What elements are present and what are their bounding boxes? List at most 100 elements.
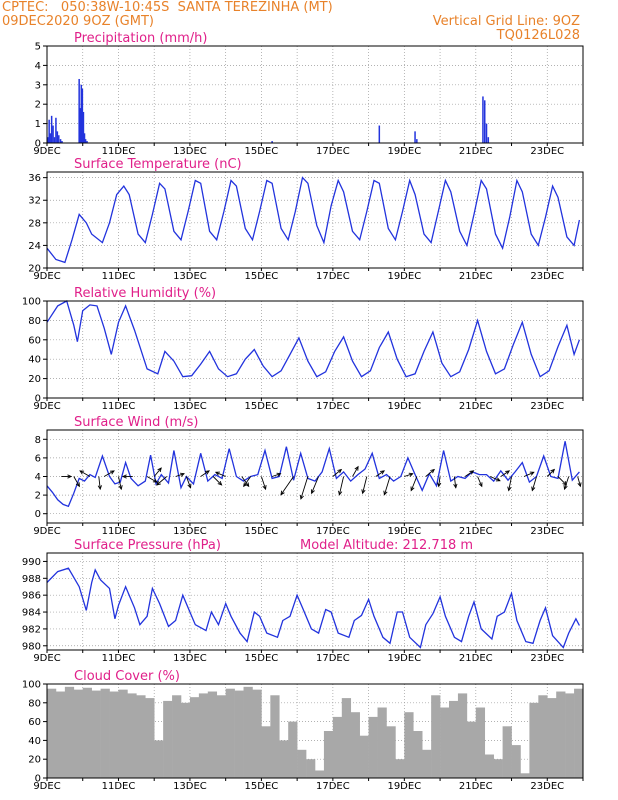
wind-vector-head xyxy=(205,470,210,475)
wind-vector xyxy=(311,476,319,494)
precip-bar xyxy=(416,139,418,143)
cloud-bar xyxy=(216,695,226,778)
precip-bar xyxy=(483,100,486,143)
rh-line xyxy=(46,300,581,378)
wind-vector xyxy=(271,473,281,477)
wind-vector-head xyxy=(280,490,285,496)
precip-bar xyxy=(86,141,88,143)
temp-xtick-label: 21DEC xyxy=(459,271,493,282)
cloud-bar xyxy=(315,770,325,778)
run-date: 09DEC2020 9OZ (GMT) xyxy=(2,14,154,29)
wind-vector-head xyxy=(338,490,343,496)
precip-bar xyxy=(485,123,488,143)
precip-bar xyxy=(487,137,490,143)
cloud-bar xyxy=(279,740,289,778)
wind-ytick-label: 8 xyxy=(35,435,41,446)
cloud-bar xyxy=(466,721,477,778)
wind-vector-head xyxy=(262,485,267,491)
rh-title: Relative Humidity (%) xyxy=(74,286,216,301)
precip-bar xyxy=(48,119,50,143)
wind-vector xyxy=(332,469,342,477)
cloud-bar xyxy=(502,726,512,778)
wind-vector xyxy=(577,476,581,487)
cloud-bar xyxy=(118,689,128,778)
wind-vector-head xyxy=(478,482,483,488)
cloud-bar xyxy=(323,731,334,778)
wind-vector xyxy=(477,476,483,487)
cloud-xtick-label: 17DEC xyxy=(316,781,350,792)
wind-vector xyxy=(375,470,385,477)
rh-xtick-label: 9DEC xyxy=(33,401,60,412)
precip-ytick-label: 4 xyxy=(35,61,41,72)
wind-vector xyxy=(241,476,250,487)
wind-vector xyxy=(523,471,535,477)
wind-vector-head xyxy=(214,471,220,476)
pres-xtick-label: 17DEC xyxy=(316,653,350,664)
wind-xtick-label: 9DEC xyxy=(33,526,60,537)
precip-xtick-label: 19DEC xyxy=(387,146,421,157)
precip-bar xyxy=(81,88,84,143)
cloud-bar xyxy=(565,693,575,778)
cloud-bar xyxy=(73,689,84,778)
precip-ytick-label: 0 xyxy=(35,139,41,150)
cloud-bar xyxy=(136,695,146,778)
wind-vector-head xyxy=(354,465,359,471)
precip-bar xyxy=(58,135,60,143)
wind-vector-head xyxy=(97,485,102,491)
wind-vector xyxy=(280,476,294,495)
precip-bar xyxy=(47,137,49,143)
cloud-bar xyxy=(64,686,75,778)
cloud-bar xyxy=(181,702,191,778)
precip-bar xyxy=(61,141,63,143)
wind-vector-head xyxy=(310,489,315,495)
pres-xtick-label: 23DEC xyxy=(530,653,564,664)
wind-vector xyxy=(404,473,413,477)
temp-xtick-label: 23DEC xyxy=(530,271,564,282)
rh-ytick-label: 0 xyxy=(35,394,41,405)
precip-bar xyxy=(82,111,85,143)
wind-vector-head xyxy=(276,472,282,477)
precip-xtick-label: 11DEC xyxy=(102,146,136,157)
precip-bar xyxy=(49,133,51,143)
rh-xtick-label: 17DEC xyxy=(316,401,350,412)
wind-vector-head xyxy=(577,482,582,488)
wind-vector xyxy=(410,476,418,491)
precip-bar xyxy=(83,133,86,143)
cloud-ytick-label: 100 xyxy=(22,680,41,691)
wind-vector-head xyxy=(180,472,185,477)
cloud-bar xyxy=(511,745,521,778)
wind-line xyxy=(46,441,580,508)
precip-ytick-label: 5 xyxy=(35,42,41,53)
cloud-ytick-label: 40 xyxy=(28,736,41,747)
wind-vector-head xyxy=(550,468,556,474)
cloud-bar xyxy=(359,735,369,778)
precip-bar xyxy=(414,131,416,143)
precip-bar xyxy=(482,96,484,143)
rh-xtick-label: 23DEC xyxy=(530,401,564,412)
wind-vector xyxy=(564,476,570,490)
temp-xtick-label: 9DEC xyxy=(33,271,60,282)
cloud-bar xyxy=(484,754,494,778)
cloud-ytick-label: 20 xyxy=(28,755,41,766)
cloud-bar xyxy=(404,712,414,778)
cloud-bar xyxy=(341,698,352,778)
cloud-bar xyxy=(556,691,566,778)
temp-xtick-label: 15DEC xyxy=(245,271,279,282)
precip-bar xyxy=(79,108,81,143)
pres-ytick-label: 982 xyxy=(22,624,41,635)
pres-frame xyxy=(46,552,584,651)
wind-vector xyxy=(531,476,537,491)
cloud-bar xyxy=(493,759,503,778)
wind-vector-head xyxy=(118,485,123,491)
wind-vector xyxy=(260,476,267,490)
temp-ytick-label: 20 xyxy=(28,264,41,275)
precip-ytick-label: 2 xyxy=(35,100,41,111)
cloud-bar xyxy=(297,749,307,778)
cloud-bar xyxy=(529,702,539,778)
cloud-bar xyxy=(270,695,280,778)
station-title: CPTEC: 050:38W-10:45S SANTA TEREZINHA (M… xyxy=(2,0,333,15)
temp-line xyxy=(46,176,581,264)
precip-xtick-label: 15DEC xyxy=(245,146,279,157)
cloud-bar xyxy=(252,689,262,778)
